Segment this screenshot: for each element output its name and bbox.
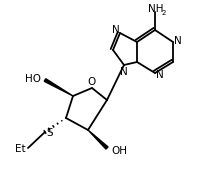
Text: N: N <box>156 70 164 80</box>
Text: S: S <box>47 128 53 138</box>
Text: HO: HO <box>25 74 41 84</box>
Text: O: O <box>87 77 95 87</box>
Text: N: N <box>112 25 120 35</box>
Text: OH: OH <box>111 146 127 156</box>
Polygon shape <box>88 130 108 149</box>
Text: Et: Et <box>15 144 25 154</box>
Polygon shape <box>44 79 73 96</box>
Text: N: N <box>174 36 182 46</box>
Text: NH: NH <box>148 4 164 14</box>
Text: N: N <box>120 67 128 77</box>
Text: 2: 2 <box>162 10 166 16</box>
